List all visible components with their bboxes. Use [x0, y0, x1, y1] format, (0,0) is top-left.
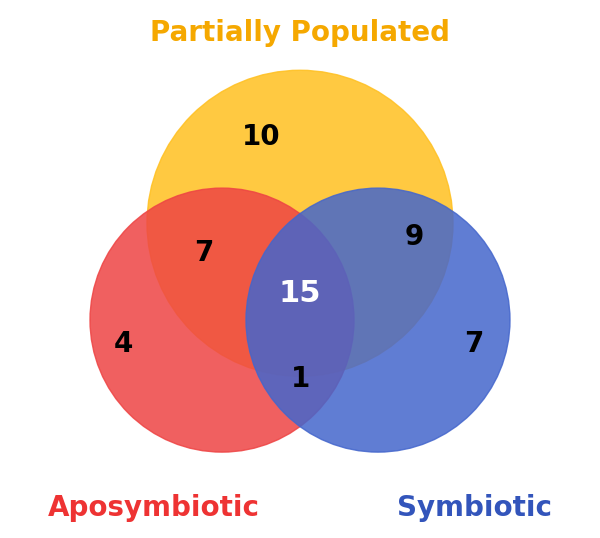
- Text: Symbiotic: Symbiotic: [397, 494, 552, 522]
- Text: 4: 4: [113, 330, 133, 358]
- Text: 15: 15: [279, 279, 321, 308]
- Text: 10: 10: [242, 123, 280, 151]
- Text: 1: 1: [290, 365, 310, 393]
- Text: Aposymbiotic: Aposymbiotic: [48, 494, 260, 522]
- Ellipse shape: [246, 188, 510, 452]
- Text: 7: 7: [194, 239, 214, 267]
- Text: 9: 9: [404, 223, 424, 251]
- Ellipse shape: [90, 188, 354, 452]
- Text: Partially Populated: Partially Populated: [150, 19, 450, 47]
- Ellipse shape: [147, 70, 453, 376]
- Text: 7: 7: [464, 330, 484, 358]
